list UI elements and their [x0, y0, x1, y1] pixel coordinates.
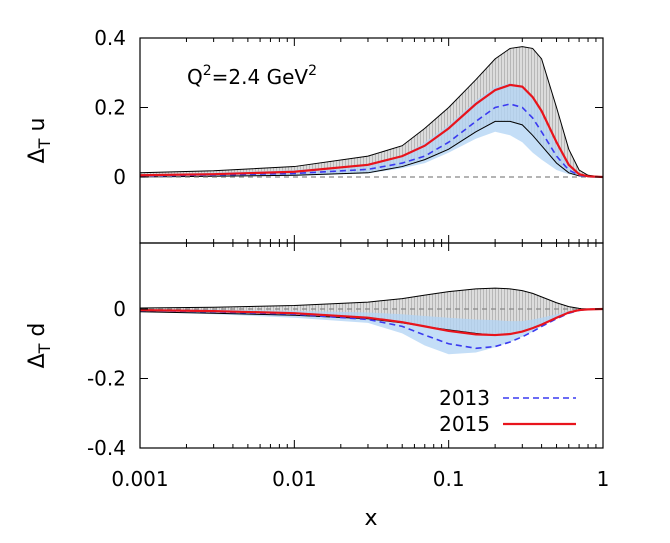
band-2013	[140, 309, 603, 355]
band-2015-upper-edge	[140, 46, 603, 178]
x-axis-title: x	[364, 506, 377, 531]
plot-area-lower	[140, 287, 603, 355]
band-2013	[140, 83, 603, 177]
y-tick-label: 0.4	[94, 26, 126, 50]
annotation-sup2: 2	[308, 63, 317, 79]
y-axis-title-symbol: Δ	[25, 353, 50, 368]
lower-panel: 0 -0.2 -0.4 ΔT d	[25, 242, 604, 460]
y-axis-title-symbol: Δ	[25, 148, 50, 163]
plot-area-upper	[140, 46, 603, 179]
x-tick-label: 0.01	[272, 467, 317, 491]
y-tick-label: 0	[113, 165, 126, 189]
annotation-base: Q	[187, 65, 203, 89]
panel-frame	[139, 242, 604, 449]
y-axis-title: ΔT d	[25, 323, 54, 369]
legend-label-2015: 2015	[439, 412, 490, 436]
upper-panel: 00.20.4ΔT uQ2=2.4 GeV2	[25, 26, 604, 244]
annotation-sup1: 2	[203, 63, 212, 79]
x-tick-label: 0.1	[433, 467, 465, 491]
q2-annotation: Q2=2.4 GeV2	[187, 63, 317, 89]
x-tick-label: 0.001	[111, 467, 168, 491]
y-tick-label: -0.4	[87, 436, 126, 460]
y-tick-label: 0.2	[94, 95, 126, 119]
band-2015-upper-edge	[140, 287, 603, 310]
y-axis-title-flavor: d	[25, 323, 50, 344]
y-tick-label: -0.2	[87, 367, 126, 391]
legend-label-2013: 2013	[439, 386, 490, 410]
y-axis-title-flavor: u	[25, 118, 50, 139]
annotation-mid: =2.4 GeV	[212, 65, 309, 89]
y-axis-title-subscript: T	[35, 138, 54, 149]
series-2013-line	[140, 103, 603, 178]
y-axis-title: ΔT u	[25, 118, 54, 164]
band-2015-lower-edge	[140, 120, 603, 178]
x-axis: 0.001 0.01 0.1 1 x	[111, 467, 609, 531]
y-tick-label: 0	[113, 297, 126, 321]
series-2015-line	[140, 83, 603, 179]
x-tick-label: 1	[597, 467, 610, 491]
y-axis-title-subscript: T	[35, 343, 54, 354]
band-2015	[140, 46, 603, 177]
series-2015-line	[140, 307, 603, 337]
